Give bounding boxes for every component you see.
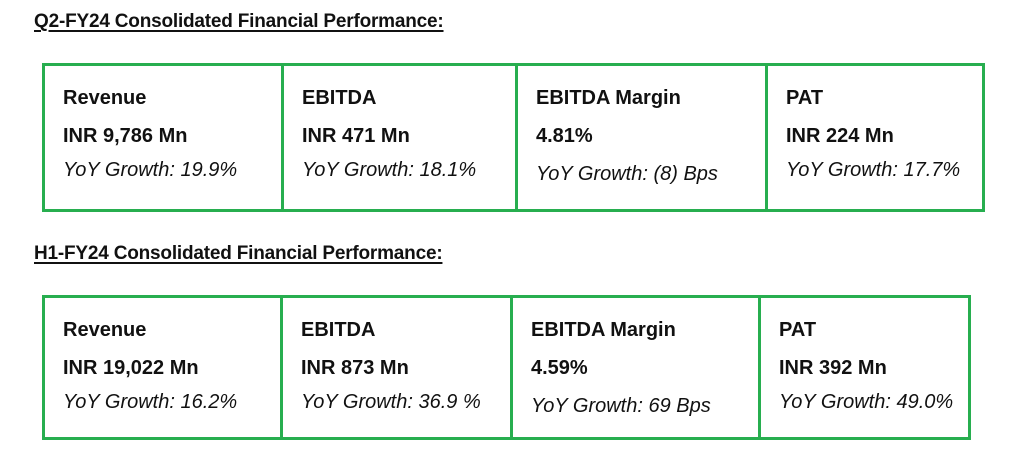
metric-card-ebitda-margin: EBITDA Margin 4.59% YoY Growth: 69 Bps [510,298,758,437]
metric-card-ebitda: EBITDA INR 471 Mn YoY Growth: 18.1% [281,66,515,209]
metric-value: INR 471 Mn [302,125,410,147]
metric-growth: YoY Growth: 69 Bps [531,395,711,417]
metric-growth: YoY Growth: 16.2% [63,391,238,413]
metric-label: EBITDA [301,319,376,341]
metric-growth: YoY Growth: (8) Bps [536,163,718,185]
metric-value: INR 224 Mn [786,125,894,147]
q2-section-heading: Q2-FY24 Consolidated Financial Performan… [34,11,444,32]
metric-growth: YoY Growth: 19.9% [63,159,238,181]
metric-growth: YoY Growth: 18.1% [302,159,477,181]
metric-value: INR 19,022 Mn [63,357,199,379]
metric-value: INR 873 Mn [301,357,409,379]
metric-card-ebitda-margin: EBITDA Margin 4.81% YoY Growth: (8) Bps [515,66,765,209]
h1-section-heading: H1-FY24 Consolidated Financial Performan… [34,243,443,264]
metric-label: EBITDA Margin [531,319,676,341]
metric-value: INR 9,786 Mn [63,125,188,147]
metric-value: 4.59% [531,357,588,379]
metric-card-revenue: Revenue INR 19,022 Mn YoY Growth: 16.2% [45,298,280,437]
metric-growth: YoY Growth: 49.0% [779,391,954,413]
metric-card-revenue: Revenue INR 9,786 Mn YoY Growth: 19.9% [45,66,281,209]
h1-metrics-table: Revenue INR 19,022 Mn YoY Growth: 16.2% … [42,295,971,440]
metric-label: EBITDA Margin [536,87,681,109]
metric-label: PAT [786,87,824,109]
metric-label: Revenue [63,87,147,109]
q2-metrics-table: Revenue INR 9,786 Mn YoY Growth: 19.9% E… [42,63,985,212]
metric-value: 4.81% [536,125,593,147]
metric-label: Revenue [63,319,147,341]
metric-label: PAT [779,319,817,341]
metric-card-pat: PAT INR 392 Mn YoY Growth: 49.0% [758,298,968,437]
metric-card-pat: PAT INR 224 Mn YoY Growth: 17.7% [765,66,982,209]
metric-value: INR 392 Mn [779,357,887,379]
metric-growth: YoY Growth: 17.7% [786,159,961,181]
metric-card-ebitda: EBITDA INR 873 Mn YoY Growth: 36.9 % [280,298,510,437]
metric-label: EBITDA [302,87,377,109]
metric-growth: YoY Growth: 36.9 % [301,391,481,413]
